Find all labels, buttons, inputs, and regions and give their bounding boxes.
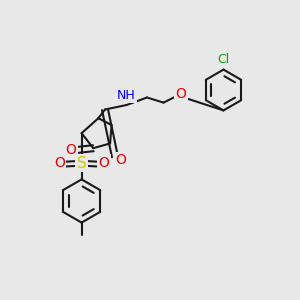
Text: O: O	[98, 156, 109, 170]
Text: O: O	[176, 87, 186, 101]
Text: NH: NH	[117, 89, 136, 102]
Text: Cl: Cl	[218, 52, 230, 66]
Text: O: O	[66, 143, 76, 157]
Text: O: O	[115, 153, 126, 167]
Text: O: O	[54, 156, 65, 170]
Text: S: S	[77, 156, 86, 171]
